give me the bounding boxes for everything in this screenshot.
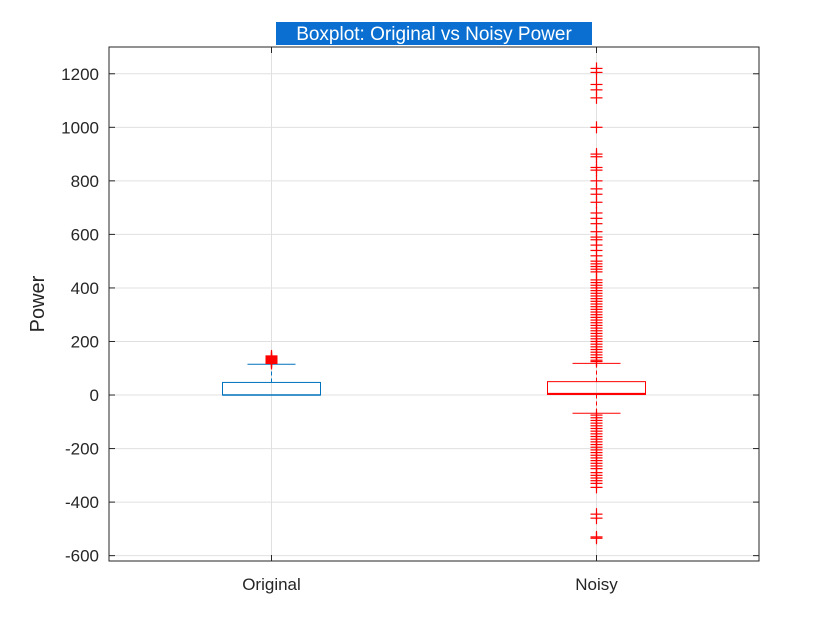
plot-frame	[108, 46, 760, 562]
outlier-marker	[590, 481, 603, 494]
outlier-marker	[590, 121, 603, 134]
y-tick-label: 400	[71, 279, 99, 298]
x-tick-label: Noisy	[575, 575, 618, 594]
outlier-marker	[590, 355, 603, 368]
outlier-marker	[590, 164, 603, 177]
y-tick-label: -400	[65, 493, 99, 512]
y-tick-label: -200	[65, 440, 99, 459]
y-tick-label: 600	[71, 225, 99, 244]
outlier-marker	[590, 66, 603, 79]
x-tick-label: Original	[242, 575, 301, 594]
box-original	[222, 349, 321, 396]
y-tick-label: 0	[90, 386, 99, 405]
outlier-marker	[590, 532, 603, 545]
outlier-marker	[590, 91, 603, 104]
y-tick-label: 1000	[61, 118, 99, 137]
chart-title-group: Boxplot: Original vs Noisy Power	[276, 22, 592, 45]
x-axis-ticks: Original Noisy	[242, 47, 618, 594]
chart-title: Boxplot: Original vs Noisy Power	[296, 24, 572, 45]
y-tick-label: 800	[71, 172, 99, 191]
outlier-marker	[265, 349, 278, 362]
y-tick-label: 1200	[61, 65, 99, 84]
grid-lines	[109, 47, 759, 561]
y-axis-ticks: -600 -400 -200 0 200 400 600 800 1000 1200	[61, 65, 759, 566]
box-noisy	[547, 62, 646, 545]
chart-title-highlight	[276, 22, 592, 45]
outlier-marker	[590, 512, 603, 525]
y-tick-label: 200	[71, 332, 99, 351]
y-tick-label: -600	[65, 547, 99, 566]
iqr-box	[547, 381, 646, 395]
outlier-marker	[590, 150, 603, 163]
boxes-layer	[222, 62, 646, 545]
y-axis-label: Power	[27, 275, 49, 332]
outlier-marker	[590, 196, 603, 209]
plot-area	[109, 47, 759, 561]
